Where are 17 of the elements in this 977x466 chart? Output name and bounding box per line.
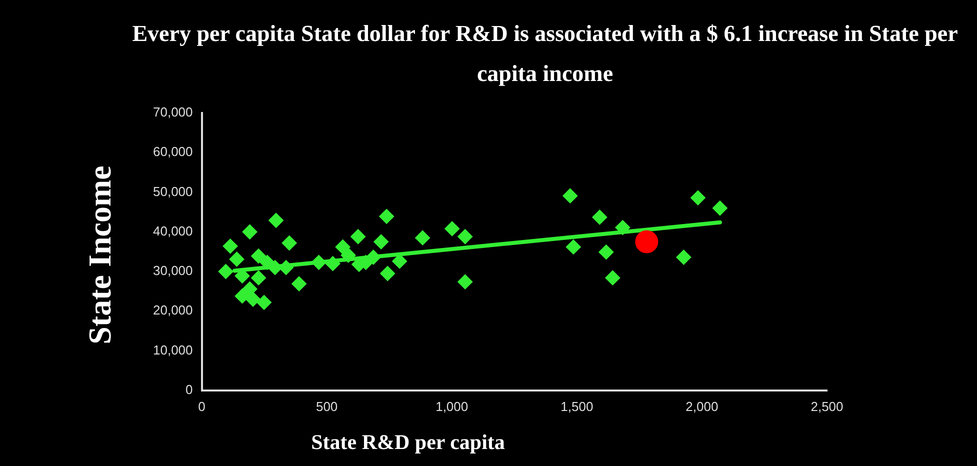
x-tick-label: 500 (316, 398, 338, 414)
y-tick-label: 10,000 (152, 342, 193, 358)
y-tick-label: 20,000 (152, 302, 193, 318)
x-axis-title: State R&D per capita (310, 430, 506, 455)
x-tick-label: 2,500 (810, 398, 844, 414)
y-tick-label: 0 (186, 382, 193, 397)
y-tick-label: 70,000 (152, 104, 193, 120)
x-tick-label: 1,000 (436, 398, 468, 414)
y-tick-label: 30,000 (152, 263, 193, 278)
x-tick-label: 1,500 (560, 398, 594, 414)
y-tick-label: 60,000 (152, 144, 193, 160)
x-tick-label: 0 (198, 398, 206, 414)
y-axis-title: State Income (82, 166, 118, 344)
x-tick-label: 2,000 (686, 398, 718, 414)
chart-title: Every per capita State dollar for R&D is associated with a $ 6.1 increase in State per capita income (131, 20, 959, 88)
y-tick-label: 40,000 (152, 223, 193, 238)
y-tick-label: 50,000 (152, 184, 193, 199)
